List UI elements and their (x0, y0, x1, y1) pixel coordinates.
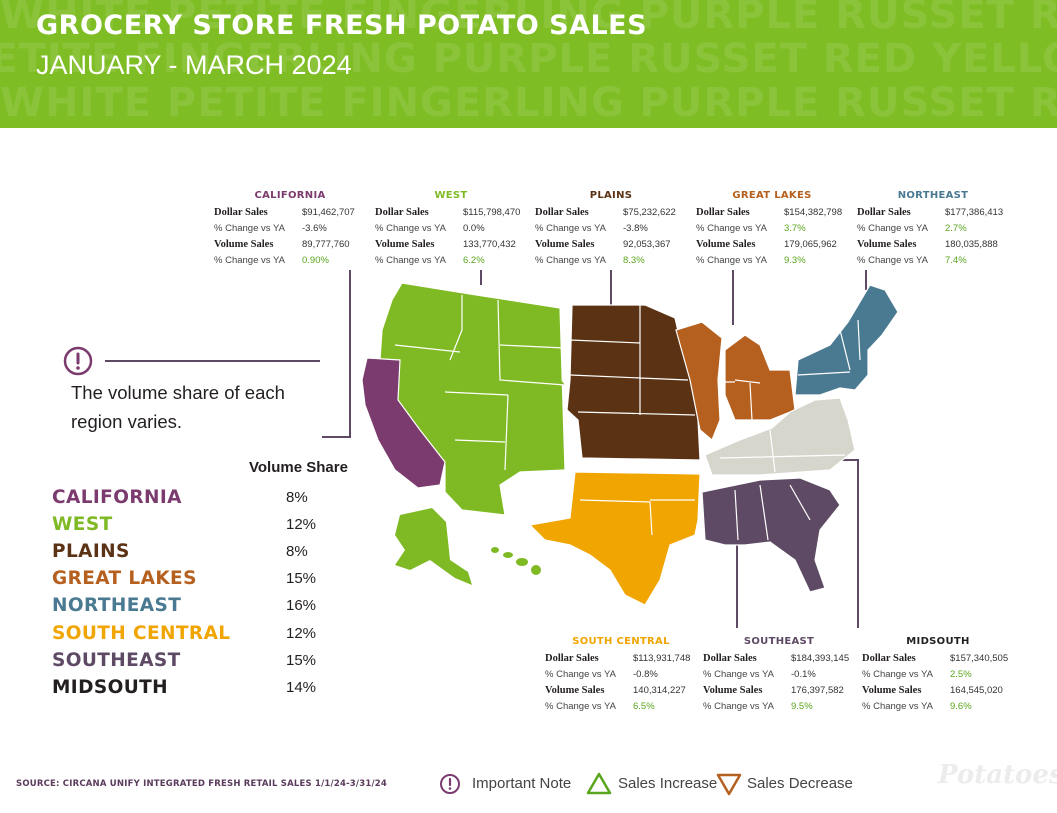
region-name: PLAINS (589, 190, 633, 201)
page-title: GROCERY STORE FRESH POTATO SALES (36, 10, 648, 41)
source-citation: SOURCE: CIRCANA UNIFY INTEGRATED FRESH R… (16, 779, 387, 789)
page-subtitle: JANUARY - MARCH 2024 (36, 50, 352, 80)
region-name: SOUTHEAST (743, 636, 815, 647)
share-row-great-lakes: GREAT LAKES 15% (52, 568, 317, 589)
midsouth-stats: MIDSOUTH Dollar Sales $157,340,505 % Chan… (862, 636, 1014, 714)
region-name: CALIFORNIA (254, 190, 326, 201)
connector-lines (105, 270, 867, 628)
southeast-region (701, 477, 841, 593)
exclamation-circle-icon (63, 346, 93, 376)
legend-sales-decrease: Sales Decrease (747, 775, 853, 792)
region-name: SOUTH CENTRAL (572, 636, 670, 647)
alaska-hawaii (395, 508, 541, 585)
region-name: MIDSOUTH (906, 636, 970, 647)
california-region (361, 357, 446, 489)
plains-region (566, 304, 701, 461)
volume-share-header: Volume Share (249, 459, 348, 476)
share-row-northeast: NORTHEAST 16% (52, 595, 317, 616)
west-stats: WEST Dollar Sales $115,798,470 % Change v… (375, 190, 527, 268)
legend-sales-increase: Sales Increase (618, 775, 718, 792)
share-row-south-central: SOUTH CENTRAL 12% (52, 623, 317, 644)
triangle-down-icon (716, 773, 742, 796)
california-stats: CALIFORNIA Dollar Sales $91,462,707 % Cha… (214, 190, 366, 268)
share-row-midsouth: MIDSOUTH 14% (52, 677, 317, 698)
important-note: The volume share of each region varies. (60, 343, 322, 443)
northeast-region (794, 284, 899, 396)
header-background-words: WHITE PETITE FINGERLING PURPLE RUSSET RE… (0, 0, 1057, 38)
great-lakes-stats: GREAT LAKES Dollar Sales $154,382,798 % C… (696, 190, 848, 268)
south-central-stats: SOUTH CENTRAL Dollar Sales $113,931,748 %… (545, 636, 697, 714)
midsouth-region (704, 397, 856, 476)
northeast-stats: NORTHEAST Dollar Sales $177,386,413 % Cha… (857, 190, 1009, 268)
header-background-words: WHITE PETITE FINGERLING PURPLE RUSSET RE… (0, 80, 1057, 126)
plains-stats: PLAINS Dollar Sales $75,232,622 % Change … (535, 190, 687, 268)
region-name: WEST (434, 190, 468, 201)
share-row-southeast: SOUTHEAST 15% (52, 650, 317, 671)
region-name: GREAT LAKES (732, 190, 812, 201)
great-lakes-region (675, 321, 796, 441)
south-central-region (528, 471, 701, 606)
footer: SOURCE: CIRCANA UNIFY INTEGRATED FRESH R… (16, 760, 1057, 800)
southeast-stats: SOUTHEAST Dollar Sales $184,393,145 % Cha… (703, 636, 855, 714)
share-row-california: CALIFORNIA 8% (52, 487, 308, 508)
share-row-plains: PLAINS 8% (52, 541, 308, 562)
region-name: NORTHEAST (897, 190, 969, 201)
header-background-words: PETITE FINGERLING PURPLE RUSSET RED YELL… (0, 36, 1057, 82)
note-text: The volume share of each region varies. (71, 382, 285, 432)
exclamation-circle-icon (440, 774, 460, 794)
legend-important-note: Important Note (472, 775, 572, 792)
share-row-west: WEST 12% (52, 514, 317, 535)
potatoes-usa-logo: Potatoes USA (938, 760, 1057, 790)
triangle-up-icon (586, 772, 612, 795)
